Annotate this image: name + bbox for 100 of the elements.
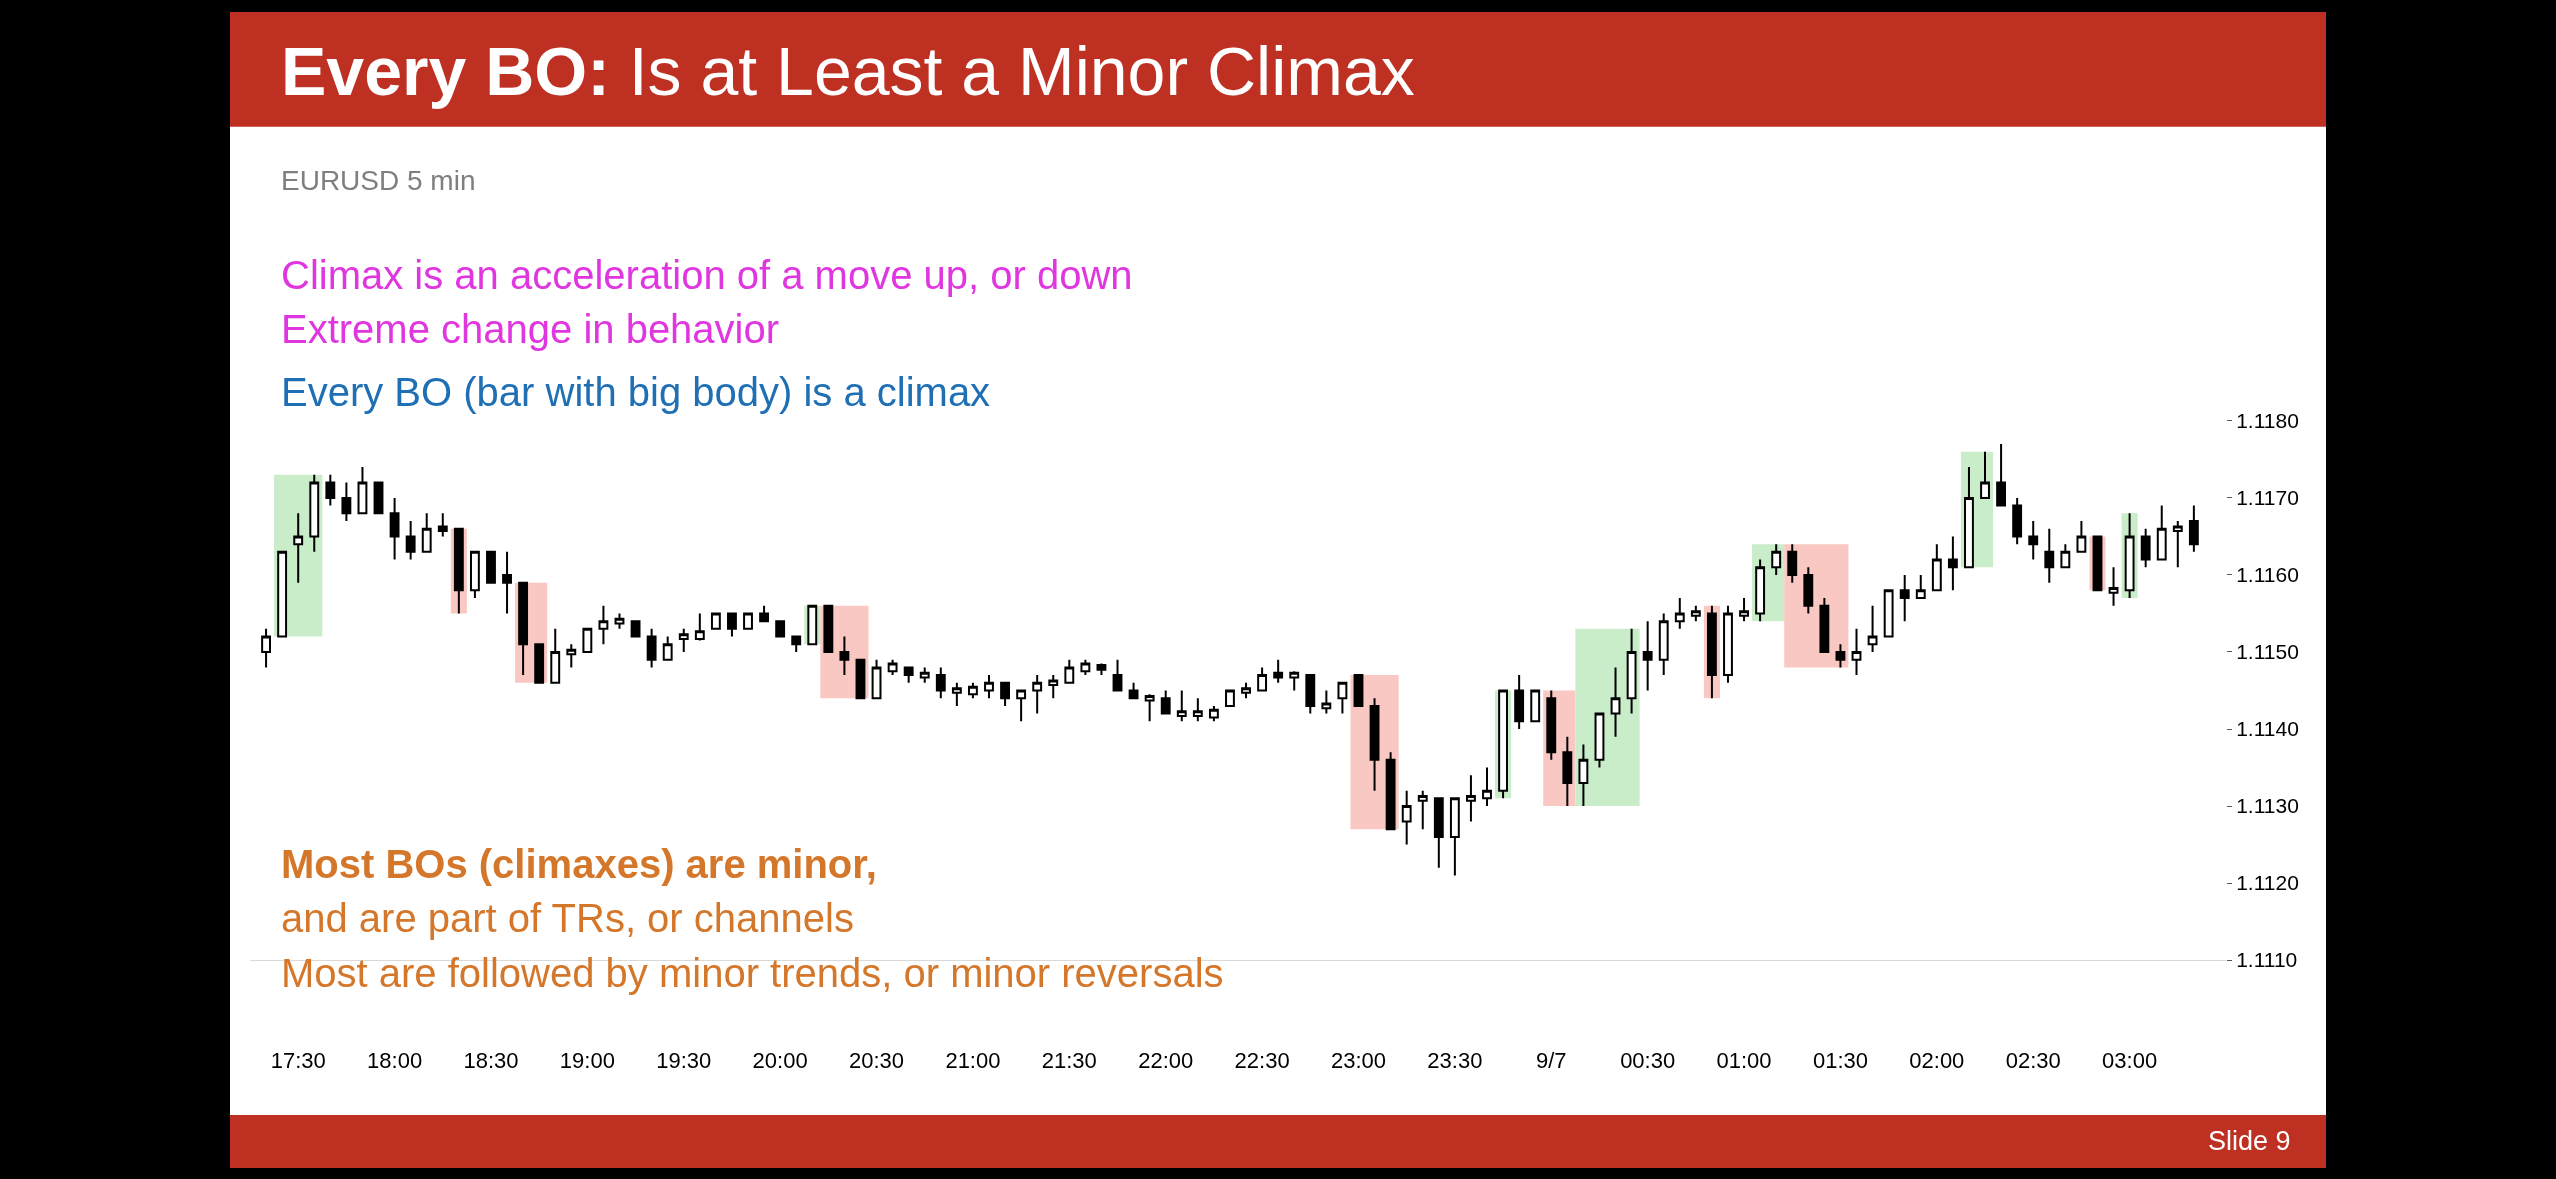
annotation: Most are followed by minor trends, or minor reversals xyxy=(281,951,1224,995)
candlestick xyxy=(1176,689,1187,723)
candlestick xyxy=(1016,689,1027,723)
y-tick-label: 1.1160 xyxy=(2236,563,2299,587)
x-tick-label: 23:00 xyxy=(1330,1047,1387,1073)
candlestick xyxy=(951,681,962,707)
y-tick-label: 1.1170 xyxy=(2236,486,2299,510)
candlestick xyxy=(710,612,721,630)
candlestick xyxy=(1947,535,1958,592)
candlestick xyxy=(791,635,802,653)
candlestick xyxy=(1305,674,1316,715)
x-tick-label: 22:30 xyxy=(1234,1047,1290,1073)
x-tick-label: 01:30 xyxy=(1812,1047,1868,1073)
candlestick xyxy=(277,550,288,638)
candlestick xyxy=(694,612,705,642)
candlestick xyxy=(1498,689,1509,800)
candlestick xyxy=(1000,681,1010,707)
candlestick xyxy=(662,635,673,661)
candlestick xyxy=(1578,743,1589,808)
candlestick xyxy=(550,627,561,684)
candlestick xyxy=(984,674,994,700)
candlestick xyxy=(1257,666,1268,692)
candlestick xyxy=(566,643,577,669)
candlestick xyxy=(534,643,545,684)
candlestick xyxy=(421,512,432,553)
candlestick xyxy=(630,620,641,638)
candlestick xyxy=(2044,527,2055,584)
candlestick xyxy=(1080,658,1091,677)
candlestick xyxy=(1128,681,1139,700)
y-tick-label: 1.1120 xyxy=(2236,871,2299,895)
text: Every BO (bar with big body) is a climax xyxy=(281,370,991,414)
candlestick xyxy=(807,604,818,646)
candlestick xyxy=(1562,735,1573,808)
candlestick xyxy=(1980,450,1990,499)
candlestick xyxy=(1931,543,1942,592)
candlestick xyxy=(486,550,496,584)
candlestick xyxy=(839,635,850,677)
candlestick xyxy=(373,481,384,515)
x-tick-label: 17:30 xyxy=(270,1047,326,1073)
candlestick xyxy=(614,612,625,630)
x-tick-label: 03:00 xyxy=(2102,1047,2158,1073)
candlestick xyxy=(502,550,512,615)
candlestick xyxy=(2140,527,2151,569)
candlestick xyxy=(1048,674,1059,700)
candlestick xyxy=(389,496,400,561)
candlestick xyxy=(1835,643,1846,669)
candlestick xyxy=(1192,697,1203,723)
x-tick-label: 02:00 xyxy=(1909,1047,1965,1073)
candlestick xyxy=(2156,504,2167,561)
chart-subtitle: EURUSD 5 min xyxy=(281,165,476,196)
x-tick-label: 20:00 xyxy=(752,1047,808,1073)
x-tick-label: 22:00 xyxy=(1138,1047,1194,1073)
x-tick-label: 02:30 xyxy=(2005,1047,2061,1073)
candlestick xyxy=(1755,558,1766,623)
candlestick xyxy=(1337,681,1348,715)
x-tick-label: 19:30 xyxy=(656,1047,712,1073)
candlestick xyxy=(1144,693,1155,723)
candlestick xyxy=(405,520,416,561)
candlestick xyxy=(1530,689,1541,723)
x-tick-label: 18:00 xyxy=(367,1047,423,1073)
candlestick xyxy=(598,604,609,646)
annotation: and are part of TRs, or channels xyxy=(281,896,854,940)
candlestick xyxy=(646,627,657,669)
candlestick xyxy=(2028,520,2039,561)
candlestick xyxy=(823,604,834,653)
candlestick xyxy=(518,581,529,677)
candlestick xyxy=(1289,670,1300,692)
candlestick xyxy=(1964,466,1974,569)
candlestick xyxy=(871,658,882,700)
candlestick xyxy=(325,473,336,507)
candlestick xyxy=(1385,751,1396,831)
candlestick xyxy=(1996,442,2007,507)
candlestick xyxy=(1514,674,1525,731)
candlestick xyxy=(1433,797,1444,869)
candlestick xyxy=(357,466,368,515)
candlestick xyxy=(759,604,770,623)
candlestick xyxy=(678,627,689,653)
candlestick xyxy=(1225,689,1235,707)
candlestick xyxy=(453,527,464,615)
candlestick xyxy=(309,473,320,553)
y-tick-label: 1.1150 xyxy=(2236,640,2299,664)
y-tick-label: 1.1140 xyxy=(2236,717,2299,741)
candlestick xyxy=(1771,543,1782,576)
x-tick-label: 9/7 xyxy=(1535,1047,1567,1073)
candlestick xyxy=(1899,573,1910,623)
candlestick xyxy=(1610,666,1621,738)
y-tick-label: 1.1110 xyxy=(2236,948,2298,972)
candlestick xyxy=(743,612,753,630)
candlestick xyxy=(341,481,352,523)
text: Slide 9 xyxy=(2208,1126,2291,1156)
candlestick xyxy=(1739,597,1749,623)
x-tick-label: 21:30 xyxy=(1041,1047,1097,1073)
candlestick xyxy=(1096,662,1107,677)
candlestick xyxy=(1417,789,1428,831)
candlestick xyxy=(1401,789,1412,846)
chart-title: Every BO: Is at Least a Minor Climax xyxy=(281,33,1415,109)
candlestick xyxy=(2012,496,2023,546)
x-tick-label: 21:00 xyxy=(945,1047,1001,1073)
candlestick xyxy=(903,666,914,684)
candlestick xyxy=(1819,597,1830,653)
